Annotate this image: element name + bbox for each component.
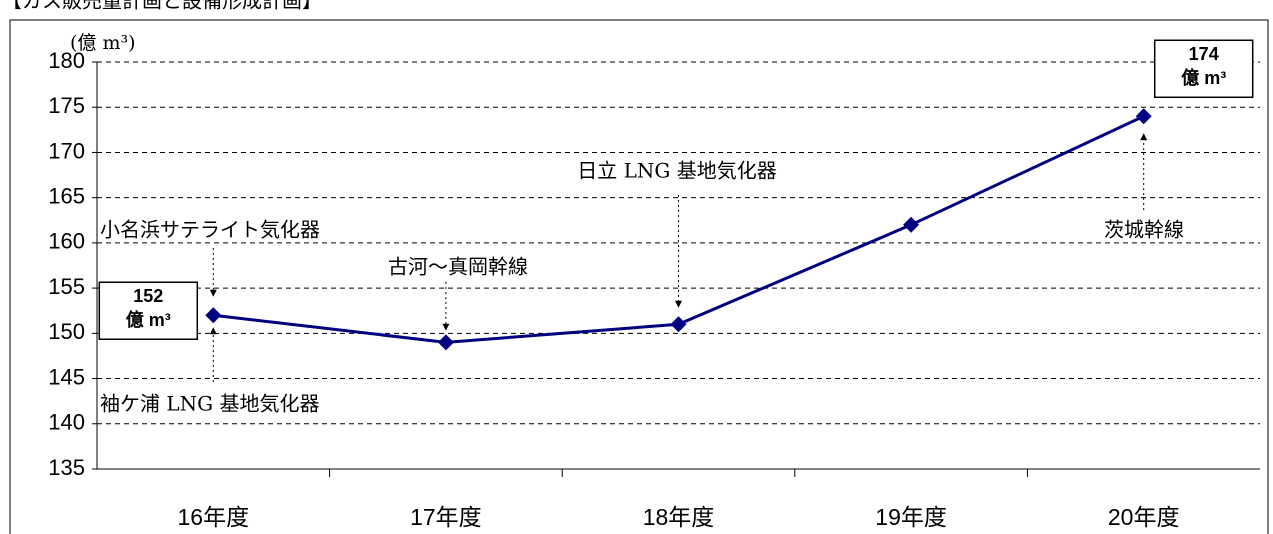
data-label-box <box>98 281 199 340</box>
data-label-unit: 億 m³ <box>1181 67 1226 88</box>
annotation: 小名浜サテライト気化器 <box>100 218 320 242</box>
data-label: 174 <box>1189 44 1219 64</box>
chart-frame <box>9 19 1269 534</box>
y-tick-label: 135 <box>48 455 85 480</box>
data-point <box>670 316 687 333</box>
y-tick-label: 160 <box>48 229 85 254</box>
annotation: 古河～真岡幹線 <box>388 255 528 279</box>
annotation: 日立 LNG 基地気化器 <box>577 159 776 183</box>
y-unit: (億 m³) <box>70 32 136 54</box>
data-label: 152 <box>133 286 163 306</box>
data-point <box>903 216 920 233</box>
annotation: 茨城幹線 <box>1104 218 1184 242</box>
chart-title: 【ガス販売量計画と設備形成計画】 <box>2 0 322 12</box>
data-point <box>1135 108 1152 125</box>
data-label-unit: 億 m³ <box>126 309 171 330</box>
y-tick-label: 175 <box>48 93 85 118</box>
data-point <box>205 307 222 324</box>
series-line <box>213 114 1145 344</box>
y-tick-label: 165 <box>48 183 85 208</box>
y-tick-label: 140 <box>48 410 85 435</box>
y-tick-label: 155 <box>48 274 85 299</box>
y-tick-label: 150 <box>48 319 85 344</box>
data-label-box <box>1153 39 1254 99</box>
y-tick-label: 145 <box>48 364 85 389</box>
x-tick-label: 19年度 <box>875 504 947 530</box>
x-tick-label: 18年度 <box>643 504 715 530</box>
y-tick-label: 180 <box>48 48 85 73</box>
x-tick-label: 16年度 <box>178 504 250 530</box>
annotation: 袖ケ浦 LNG 基地気化器 <box>100 392 319 416</box>
y-tick-label: 170 <box>48 138 85 163</box>
x-tick-label: 20年度 <box>1108 504 1180 530</box>
x-tick-label: 17年度 <box>410 504 482 530</box>
data-point <box>437 334 454 351</box>
